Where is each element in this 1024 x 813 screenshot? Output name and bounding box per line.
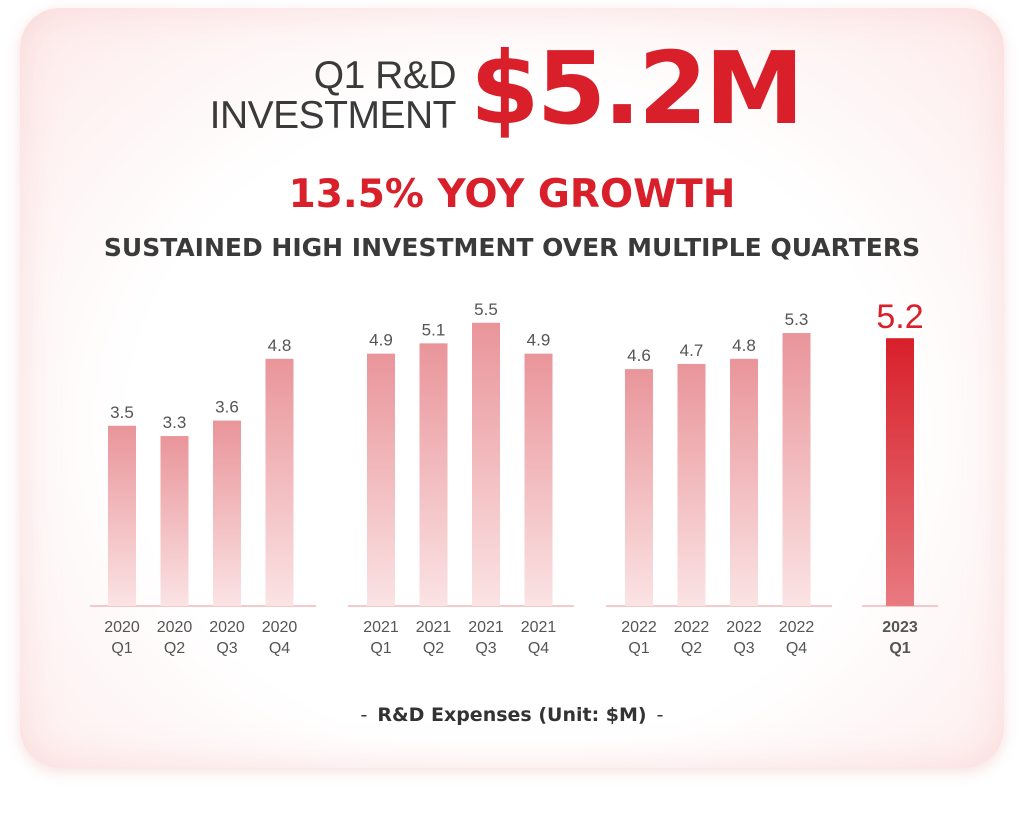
tick-label-year: 2020 [262,619,298,636]
hero-label: Q1 R&D INVESTMENT [136,54,457,137]
tick-label-year: 2020 [157,619,193,636]
tick-label-quarter: Q3 [733,640,754,657]
value-label: 4.8 [268,336,292,355]
value-label: 5.1 [422,320,446,339]
tick-label-year: 2021 [363,619,399,636]
value-label: 5.2 [876,298,923,336]
chart-subtitle: SUSTAINED HIGH INVESTMENT OVER MULTIPLE … [103,233,921,262]
tick-label-year: 2022 [779,619,815,636]
tick-label-year: 2022 [726,619,762,636]
tick-label-quarter: Q2 [164,640,185,657]
value-label: 3.6 [215,398,239,417]
footer-dash-right: - [656,704,664,726]
bar-2020-q2 [160,436,189,606]
bar-2022-q4 [782,333,811,606]
bar-2023-q1 [886,338,914,606]
tick-label-quarter: Q4 [528,640,549,657]
tick-label-quarter: Q3 [475,640,496,657]
tick-label-year: 2022 [621,619,657,636]
tick-label-quarter: Q4 [786,640,807,657]
bar-2020-q3 [213,420,241,606]
bar-2021-q1 [367,353,395,606]
tick-label-year: 2021 [521,619,557,636]
bar-2020-q4 [265,358,294,606]
value-label: 3.3 [163,413,187,432]
tick-label-quarter: Q1 [889,640,910,657]
tick-label-quarter: Q2 [423,640,444,657]
bar-2021-q3 [472,322,500,606]
bar-2020-q1 [108,425,136,606]
bar-2022-q1 [625,369,653,606]
chart-footer: - R&D Expenses (Unit: $M) - [0,700,1024,730]
bar-2021-q4 [524,353,553,606]
value-label: 4.8 [732,336,756,355]
hero-label-line1: Q1 R&D [313,54,457,97]
tick-label-year: 2020 [104,619,140,636]
tick-label-quarter: Q1 [628,640,649,657]
tick-label-year: 2023 [882,619,918,636]
tick-label-quarter: Q1 [111,640,132,657]
tick-label-year: 2021 [416,619,452,636]
tick-label-quarter: Q3 [216,640,237,657]
value-label: 4.9 [369,331,393,350]
hero-label-line2: INVESTMENT [209,94,457,137]
growth-headline: 13.5% YOY GROWTH [288,172,736,217]
tick-label-year: 2021 [468,619,504,636]
tick-label-quarter: Q1 [370,640,391,657]
bar-2021-q2 [419,343,448,606]
value-label: 5.3 [785,310,809,329]
tick-label-year: 2020 [209,619,245,636]
bar-2022-q2 [677,363,706,606]
value-label: 3.5 [110,403,134,422]
footer-caption: R&D Expenses (Unit: $M) [377,704,647,726]
tick-label-year: 2022 [674,619,710,636]
bar-2022-q3 [730,358,758,606]
value-label: 5.5 [474,300,498,319]
value-label: 4.7 [680,341,704,360]
infographic-card [20,8,1004,768]
tick-label-quarter: Q2 [681,640,702,657]
footer-dash-left: - [360,704,368,726]
tick-label-quarter: Q4 [269,640,290,657]
value-label: 4.9 [527,331,551,350]
value-label: 4.6 [627,346,651,365]
hero-value: $5.2M [470,30,804,147]
